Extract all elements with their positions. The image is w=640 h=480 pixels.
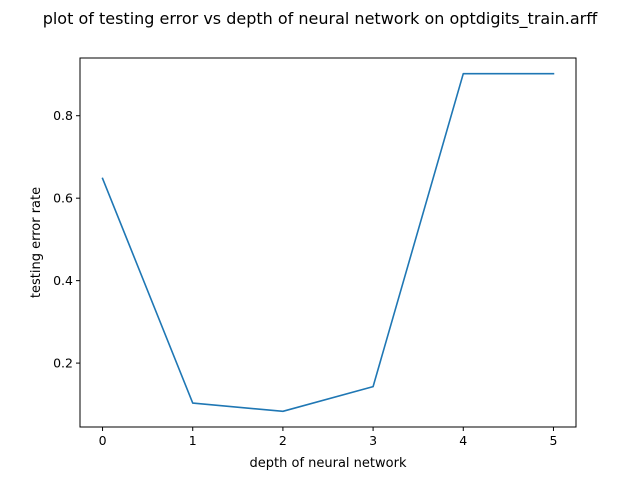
plot-area xyxy=(79,57,577,428)
y-tick-label: 0.2 xyxy=(53,356,73,371)
x-axis-label: depth of neural network xyxy=(250,456,407,471)
y-tick-label: 0.6 xyxy=(53,191,73,206)
x-tick-label: 3 xyxy=(369,433,377,448)
y-axis-label: testing error rate xyxy=(29,187,44,298)
y-tick-label: 0.8 xyxy=(53,108,73,123)
chart-title: plot of testing error vs depth of neural… xyxy=(43,9,599,29)
plot-frame xyxy=(79,57,577,428)
x-tick-label: 2 xyxy=(279,433,287,448)
x-tick-label: 4 xyxy=(459,433,467,448)
x-tick-label: 5 xyxy=(549,433,557,448)
x-tick-label: 0 xyxy=(99,433,107,448)
series-line xyxy=(101,72,555,413)
y-axis-ticks: 0.2 0.4 0.6 0.8 xyxy=(53,108,80,371)
x-tick-label: 1 xyxy=(189,433,197,448)
x-axis-ticks: 0 1 2 3 4 5 xyxy=(99,427,557,448)
series-layer xyxy=(101,72,555,413)
y-tick-label: 0.4 xyxy=(53,273,73,288)
